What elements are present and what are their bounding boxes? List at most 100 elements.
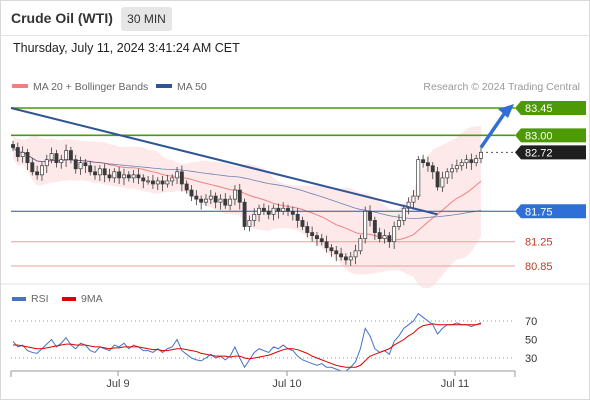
- candle-body: [425, 162, 430, 167]
- candle-body: [324, 241, 329, 249]
- candle-body: [11, 144, 15, 148]
- candle-body: [435, 171, 440, 188]
- candle-body: [358, 238, 363, 252]
- candle-body: [295, 213, 300, 221]
- candle-body: [363, 210, 368, 240]
- candle-body: [44, 159, 49, 167]
- candle-body: [35, 171, 40, 176]
- candle-body: [329, 247, 334, 252]
- x-tick-label: Jul 10: [272, 378, 301, 390]
- candle-body: [175, 171, 179, 179]
- candle-body: [131, 174, 136, 179]
- candle-body: [469, 159, 474, 164]
- x-tick-label: Jul 11: [441, 378, 470, 390]
- legend-swatch-1: [156, 84, 172, 88]
- candle-body: [459, 162, 464, 167]
- level-tag-resistance: [515, 101, 586, 115]
- candle-body: [117, 171, 122, 179]
- candle-body: [78, 162, 83, 170]
- candle-body: [68, 150, 73, 161]
- candle-body: [146, 180, 151, 183]
- level-label: 80.85: [525, 261, 553, 273]
- candle-body: [88, 165, 93, 173]
- x-tick-label: Jul 9: [106, 378, 129, 390]
- candle-body: [179, 171, 184, 185]
- legend-label-0: MA 20 + Bollinger Bands: [33, 81, 148, 93]
- candle-body: [343, 256, 348, 261]
- candle-body: [170, 177, 175, 182]
- level-label: 81.75: [525, 206, 553, 218]
- candle-body: [112, 171, 117, 179]
- candle-body: [372, 220, 377, 233]
- candle-body: [401, 207, 406, 221]
- level-tag-last: [515, 145, 586, 160]
- candle-body: [290, 210, 295, 215]
- candle-body: [228, 198, 233, 206]
- candle-body: [49, 153, 54, 161]
- target-arrow-head: [498, 104, 514, 118]
- legend-label-1: MA 50: [177, 81, 207, 93]
- candle-body: [382, 235, 387, 240]
- candle-body: [242, 201, 247, 227]
- candle-body: [102, 168, 107, 176]
- rsi-tick-label: 70: [525, 316, 537, 328]
- candle-body: [107, 174, 112, 179]
- credit-text: Research © 2024 Trading Central: [423, 81, 580, 93]
- level-label: 83.00: [525, 130, 553, 142]
- rsi-tick-label: 50: [525, 335, 537, 347]
- candle-body: [305, 226, 310, 233]
- candle-body: [368, 210, 372, 221]
- candle-body: [73, 159, 78, 170]
- candle-body: [232, 189, 237, 200]
- candle-body: [353, 250, 358, 258]
- candle-body: [445, 171, 450, 179]
- candle-body: [218, 198, 223, 203]
- level-tag-support: [515, 204, 586, 219]
- candle-body: [194, 195, 199, 200]
- candle-body: [122, 174, 126, 179]
- candle-body: [199, 198, 204, 203]
- candle-body: [440, 177, 445, 188]
- candle-body: [479, 152, 483, 159]
- candle-body: [281, 207, 286, 212]
- candle-body: [160, 180, 165, 185]
- candle-body: [237, 189, 242, 203]
- interval-button[interactable]: 30 MIN: [121, 7, 172, 31]
- rsi-ma9-line: [13, 323, 482, 368]
- candle-body: [276, 207, 281, 212]
- candle-body: [25, 152, 30, 164]
- candle-body: [406, 201, 411, 209]
- osc-legend-label-1: 9MA: [81, 293, 103, 305]
- candle-body: [247, 220, 252, 227]
- candle-body: [204, 198, 208, 203]
- candle-body: [126, 174, 131, 179]
- candle-body: [39, 165, 44, 176]
- osc-legend-swatch-1: [62, 297, 76, 301]
- osc-legend-swatch-0: [12, 297, 26, 301]
- candle-body: [223, 198, 228, 206]
- timestamp: Thursday, July 11, 2024 3:41:24 AM CET: [13, 41, 240, 55]
- candle-body: [315, 235, 319, 240]
- candle-body: [184, 183, 189, 191]
- candle-body: [213, 195, 218, 203]
- candle-body: [450, 168, 455, 173]
- candle-body: [377, 232, 382, 240]
- candle-body: [155, 180, 160, 185]
- candle-body: [348, 256, 353, 261]
- candle-body: [165, 180, 170, 185]
- candle-body: [141, 177, 146, 182]
- candle-body: [136, 174, 141, 179]
- level-tag-resistance: [515, 128, 586, 143]
- candle-body: [59, 159, 64, 164]
- trendline: [10, 107, 438, 216]
- candle-body: [189, 189, 194, 197]
- candle-body: [271, 207, 276, 215]
- instrument-title: Crude Oil (WTI): [11, 10, 113, 26]
- candle-body: [421, 159, 426, 164]
- candle-body: [150, 180, 155, 185]
- candle-body: [310, 232, 315, 236]
- candle-body: [20, 152, 25, 157]
- candle-body: [397, 220, 401, 227]
- candle-body: [208, 195, 213, 200]
